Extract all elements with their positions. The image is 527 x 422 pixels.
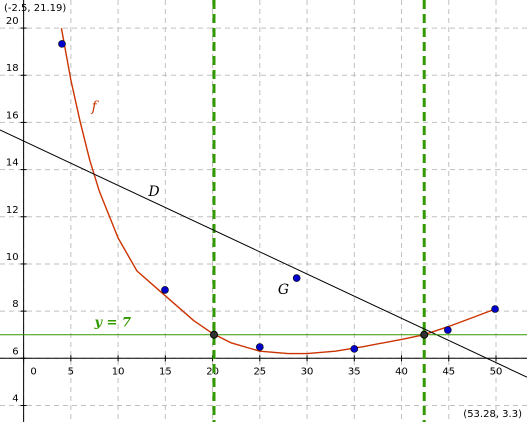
corner-label: (53.28, 3.3) <box>463 409 522 420</box>
x-tick-label: 50 <box>490 366 503 377</box>
data-point <box>58 40 66 48</box>
data-point <box>292 274 301 282</box>
y-tick-label: 6 <box>12 346 18 357</box>
x-tick-label: 5 <box>68 366 74 377</box>
intersection-point <box>420 330 429 339</box>
series-line <box>60 27 497 355</box>
y-tick-label: 4 <box>12 393 18 404</box>
data-point <box>350 345 359 353</box>
scatter-label: G <box>278 282 289 298</box>
data-point <box>444 326 452 334</box>
x-tick-label: 30 <box>301 366 314 377</box>
y-tick-label: 10 <box>6 252 19 263</box>
data-point <box>161 286 169 294</box>
series-line <box>0 129 527 378</box>
series-label: y = 7 <box>93 315 131 330</box>
corner-label: (-2.5, 21.19) <box>4 3 66 14</box>
y-tick-label: 8 <box>12 299 18 310</box>
y-tick-label: 18 <box>6 63 19 74</box>
y-tick-label: 14 <box>6 158 19 169</box>
x-tick-label: 25 <box>253 366 266 377</box>
x-tick-label: 45 <box>442 366 455 377</box>
y-tick-label: 20 <box>6 16 19 27</box>
x-tick-label: 0 <box>30 366 36 377</box>
x-tick-label: 15 <box>159 366 172 377</box>
data-point <box>256 343 264 351</box>
y-tick-label: 12 <box>6 205 19 216</box>
x-tick-label: 10 <box>112 366 125 377</box>
x-tick-label: 40 <box>395 366 408 377</box>
series-label: D <box>147 184 159 200</box>
series-label: f <box>91 99 100 115</box>
y-tick-label: 16 <box>6 110 19 121</box>
intersection-point <box>209 330 218 339</box>
x-tick-label: 35 <box>348 366 361 377</box>
data-point <box>491 305 499 313</box>
